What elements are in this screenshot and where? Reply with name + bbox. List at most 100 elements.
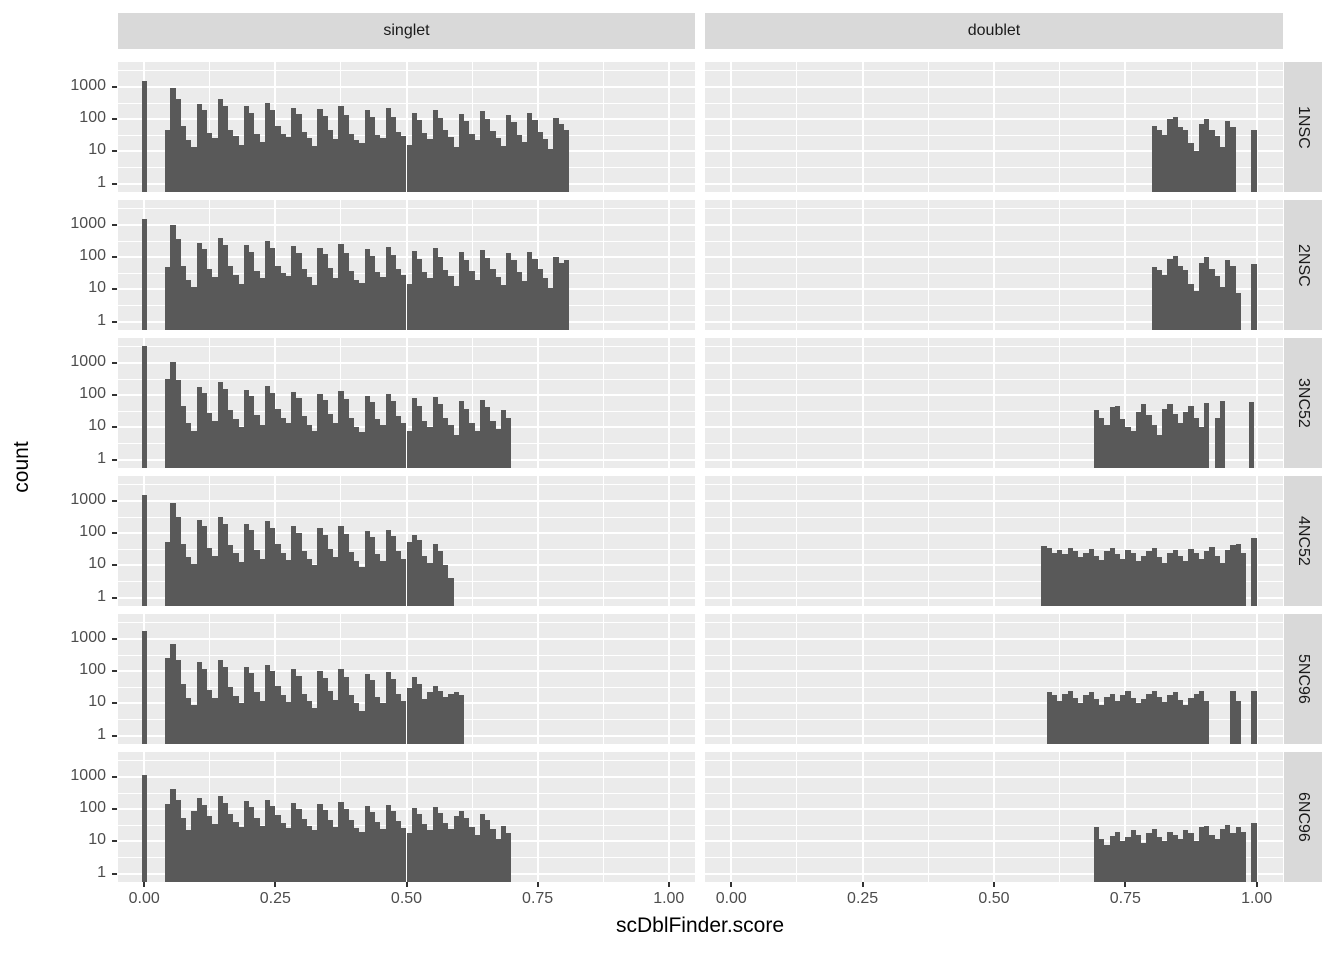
histogram-bar (527, 112, 533, 192)
gridline-v-major (861, 752, 864, 882)
histogram-bar (1204, 551, 1210, 606)
histogram-bar (1067, 690, 1073, 744)
histogram-bar (448, 276, 454, 330)
histogram-bar (1088, 692, 1094, 744)
histogram-bar (385, 246, 391, 330)
gridline-v-minor (796, 62, 798, 192)
gridline-v-major (1124, 200, 1127, 330)
gridline-v-minor (1190, 476, 1192, 606)
histogram-bar (1204, 118, 1210, 192)
histogram-bar (479, 400, 486, 468)
histogram-bar (180, 684, 187, 744)
histogram-bar (443, 696, 449, 744)
histogram-bar (217, 796, 223, 882)
histogram-bar (322, 115, 328, 192)
histogram-bar (406, 688, 412, 744)
histogram-bar (479, 111, 486, 192)
histogram-bar (542, 278, 549, 330)
histogram-bar (1183, 830, 1189, 882)
histogram-bar (1162, 134, 1168, 192)
histogram-bar (1135, 834, 1142, 882)
histogram-bar (364, 805, 370, 882)
gridline-v-minor (471, 62, 473, 192)
histogram-bar (396, 693, 402, 744)
histogram-bar (212, 420, 218, 468)
facet-panel (705, 338, 1283, 468)
histogram-bar (422, 271, 428, 330)
histogram-bar (1072, 697, 1079, 744)
histogram-bar (1209, 129, 1215, 192)
x-tick-label: 0.00 (128, 890, 160, 907)
histogram-bar (291, 802, 297, 882)
gridline-v-minor (471, 614, 473, 744)
histogram-bar (1162, 408, 1168, 468)
y-tick-mark (112, 702, 117, 705)
histogram-bar (364, 110, 370, 192)
histogram-bar (207, 690, 213, 744)
histogram-bar (264, 241, 271, 330)
histogram-bar (259, 141, 265, 192)
histogram-bar (233, 419, 239, 468)
histogram-bar (443, 417, 449, 468)
histogram-bar (238, 703, 244, 744)
gridline-v-minor (927, 62, 929, 192)
histogram-bar (1099, 559, 1105, 606)
histogram-bar (479, 814, 486, 882)
histogram-bar (1104, 551, 1110, 606)
histogram-bar (396, 269, 402, 330)
histogram-bar (327, 820, 334, 882)
gridline-v-major (274, 476, 277, 606)
histogram-bar (280, 695, 286, 744)
histogram-bar (1188, 697, 1194, 744)
gridline-v-minor (796, 476, 798, 606)
histogram-bar (333, 278, 339, 330)
y-tick-mark (112, 150, 117, 153)
histogram-bar (453, 692, 459, 744)
gridline-v-major (536, 614, 539, 744)
histogram-bar (165, 379, 171, 468)
histogram-bar (306, 424, 313, 468)
histogram-bar (1120, 841, 1126, 882)
histogram-bar (437, 813, 444, 882)
gridline-v-minor (209, 614, 211, 744)
gridline-v-minor (927, 752, 929, 882)
histogram-bar (375, 822, 381, 882)
histogram-bar (380, 424, 386, 468)
y-tick-label: 10 (88, 831, 106, 849)
histogram-bar (254, 692, 260, 744)
histogram-bar (506, 114, 512, 192)
histogram-bar (264, 102, 271, 192)
histogram-bar (558, 263, 564, 330)
histogram-bar (427, 278, 433, 330)
y-tick-label: 100 (79, 523, 106, 541)
gridline-v-major (536, 62, 539, 192)
y-tick-mark (112, 734, 117, 737)
x-tick-mark (1255, 882, 1258, 887)
histogram-bar (416, 684, 423, 744)
histogram-bar (1078, 703, 1084, 744)
y-tick-mark (112, 840, 117, 843)
histogram-bar (1167, 552, 1173, 606)
histogram-bar (416, 119, 423, 192)
histogram-bar (1167, 119, 1173, 192)
histogram-bar (390, 116, 396, 192)
histogram-bar (443, 565, 449, 606)
histogram-bar (180, 406, 187, 468)
histogram-bar (212, 697, 218, 744)
facet-panel (118, 338, 695, 468)
y-tick-label: 100 (79, 661, 106, 679)
y-tick-mark (112, 596, 117, 599)
histogram-bar (238, 427, 244, 468)
histogram-bar (280, 273, 286, 330)
histogram-bar (1109, 547, 1115, 606)
histogram-bar (485, 820, 491, 882)
histogram-bar (327, 414, 334, 468)
gridline-v-minor (1059, 62, 1061, 192)
histogram-bar (233, 275, 239, 330)
histogram-bar (1156, 434, 1163, 468)
histogram-bar (228, 409, 234, 468)
x-tick-mark (536, 882, 539, 887)
histogram-bar (259, 424, 265, 468)
histogram-bar (1188, 143, 1194, 192)
histogram-bar (1214, 555, 1220, 606)
